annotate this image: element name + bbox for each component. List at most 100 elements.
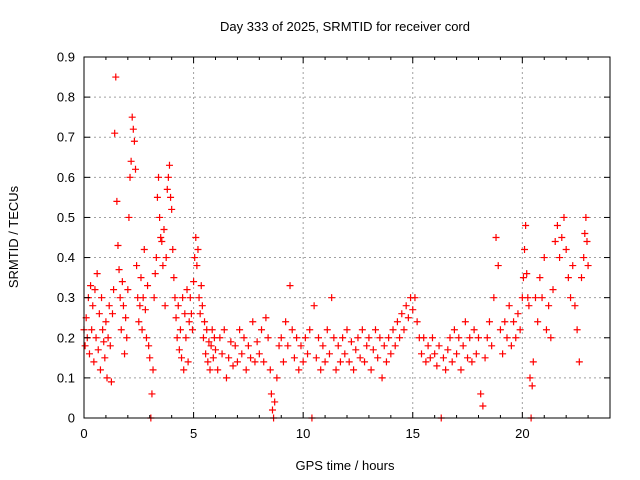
data-point bbox=[180, 366, 188, 374]
data-point bbox=[155, 173, 163, 181]
data-point bbox=[534, 318, 542, 326]
data-point bbox=[198, 302, 206, 310]
data-point bbox=[277, 334, 285, 342]
data-point bbox=[194, 246, 202, 254]
data-point bbox=[312, 354, 320, 362]
data-point bbox=[165, 161, 173, 169]
data-point bbox=[428, 334, 436, 342]
data-point bbox=[240, 334, 248, 342]
data-point bbox=[413, 318, 421, 326]
data-point bbox=[173, 334, 181, 342]
data-point bbox=[218, 350, 226, 358]
data-point bbox=[271, 398, 279, 406]
data-point bbox=[481, 354, 489, 362]
data-point bbox=[192, 234, 200, 241]
data-point bbox=[466, 334, 474, 342]
data-point bbox=[468, 358, 476, 366]
data-point bbox=[286, 282, 294, 290]
data-point bbox=[111, 129, 119, 137]
data-point bbox=[227, 338, 235, 346]
data-point bbox=[88, 326, 96, 334]
data-point bbox=[279, 358, 287, 366]
data-point bbox=[483, 334, 491, 342]
data-point bbox=[205, 338, 213, 346]
data-point bbox=[179, 294, 187, 302]
data-point bbox=[153, 193, 161, 201]
y-tick-label: 0.5 bbox=[57, 210, 75, 225]
data-point bbox=[400, 326, 408, 334]
data-point bbox=[582, 213, 590, 221]
data-point bbox=[260, 358, 268, 366]
data-point bbox=[529, 358, 537, 366]
data-point bbox=[374, 354, 382, 362]
data-point bbox=[100, 338, 108, 346]
data-point bbox=[231, 342, 239, 350]
data-point bbox=[201, 318, 209, 326]
data-point bbox=[85, 350, 93, 358]
data-point bbox=[132, 165, 140, 173]
data-point bbox=[170, 274, 178, 282]
data-point bbox=[295, 366, 303, 374]
data-point bbox=[114, 242, 122, 250]
data-point bbox=[409, 306, 417, 314]
data-point bbox=[182, 334, 190, 342]
data-point bbox=[140, 246, 148, 254]
data-point bbox=[398, 310, 406, 318]
data-point bbox=[363, 342, 371, 350]
data-point bbox=[345, 358, 353, 366]
data-point bbox=[328, 294, 336, 302]
data-point bbox=[242, 366, 250, 374]
data-point bbox=[185, 318, 193, 326]
y-tick-label: 0.3 bbox=[57, 290, 75, 305]
data-point bbox=[540, 254, 548, 262]
data-point bbox=[255, 350, 263, 358]
data-point bbox=[475, 334, 482, 342]
data-point bbox=[128, 113, 136, 121]
data-point bbox=[317, 366, 325, 374]
data-point bbox=[93, 270, 101, 278]
data-point bbox=[196, 310, 204, 318]
data-point bbox=[391, 342, 399, 350]
data-point bbox=[129, 125, 137, 133]
data-point bbox=[499, 350, 507, 358]
data-point bbox=[431, 350, 439, 358]
data-point bbox=[402, 302, 410, 310]
data-point bbox=[220, 326, 228, 334]
data-point bbox=[365, 334, 373, 342]
data-point bbox=[258, 326, 266, 334]
data-point bbox=[343, 326, 351, 334]
data-point bbox=[528, 382, 536, 390]
data-point bbox=[249, 318, 257, 326]
data-point bbox=[457, 366, 465, 374]
y-tick-label: 0 bbox=[68, 411, 75, 426]
data-point bbox=[439, 354, 447, 362]
data-point bbox=[229, 362, 237, 370]
data-point bbox=[236, 326, 244, 334]
data-point bbox=[253, 338, 261, 346]
data-point bbox=[339, 334, 347, 342]
data-point bbox=[490, 294, 498, 302]
data-point bbox=[89, 302, 97, 310]
data-point bbox=[247, 354, 255, 362]
data-point bbox=[171, 294, 179, 302]
data-point bbox=[558, 234, 566, 241]
data-point bbox=[138, 326, 146, 334]
data-point bbox=[152, 254, 160, 262]
y-tick-label: 0.6 bbox=[57, 170, 75, 185]
data-point bbox=[159, 262, 167, 270]
data-point bbox=[225, 354, 233, 362]
data-point bbox=[273, 374, 281, 382]
x-tick-label: 20 bbox=[515, 426, 529, 441]
data-point bbox=[90, 358, 98, 366]
data-point bbox=[195, 294, 203, 302]
data-point bbox=[293, 334, 301, 342]
data-point bbox=[151, 270, 159, 278]
data-point bbox=[560, 213, 568, 221]
data-point bbox=[262, 314, 270, 322]
data-point bbox=[352, 346, 360, 354]
data-point bbox=[516, 326, 524, 334]
data-point bbox=[501, 318, 509, 326]
data-point bbox=[112, 73, 120, 81]
data-point bbox=[330, 334, 338, 342]
data-point bbox=[553, 221, 561, 229]
